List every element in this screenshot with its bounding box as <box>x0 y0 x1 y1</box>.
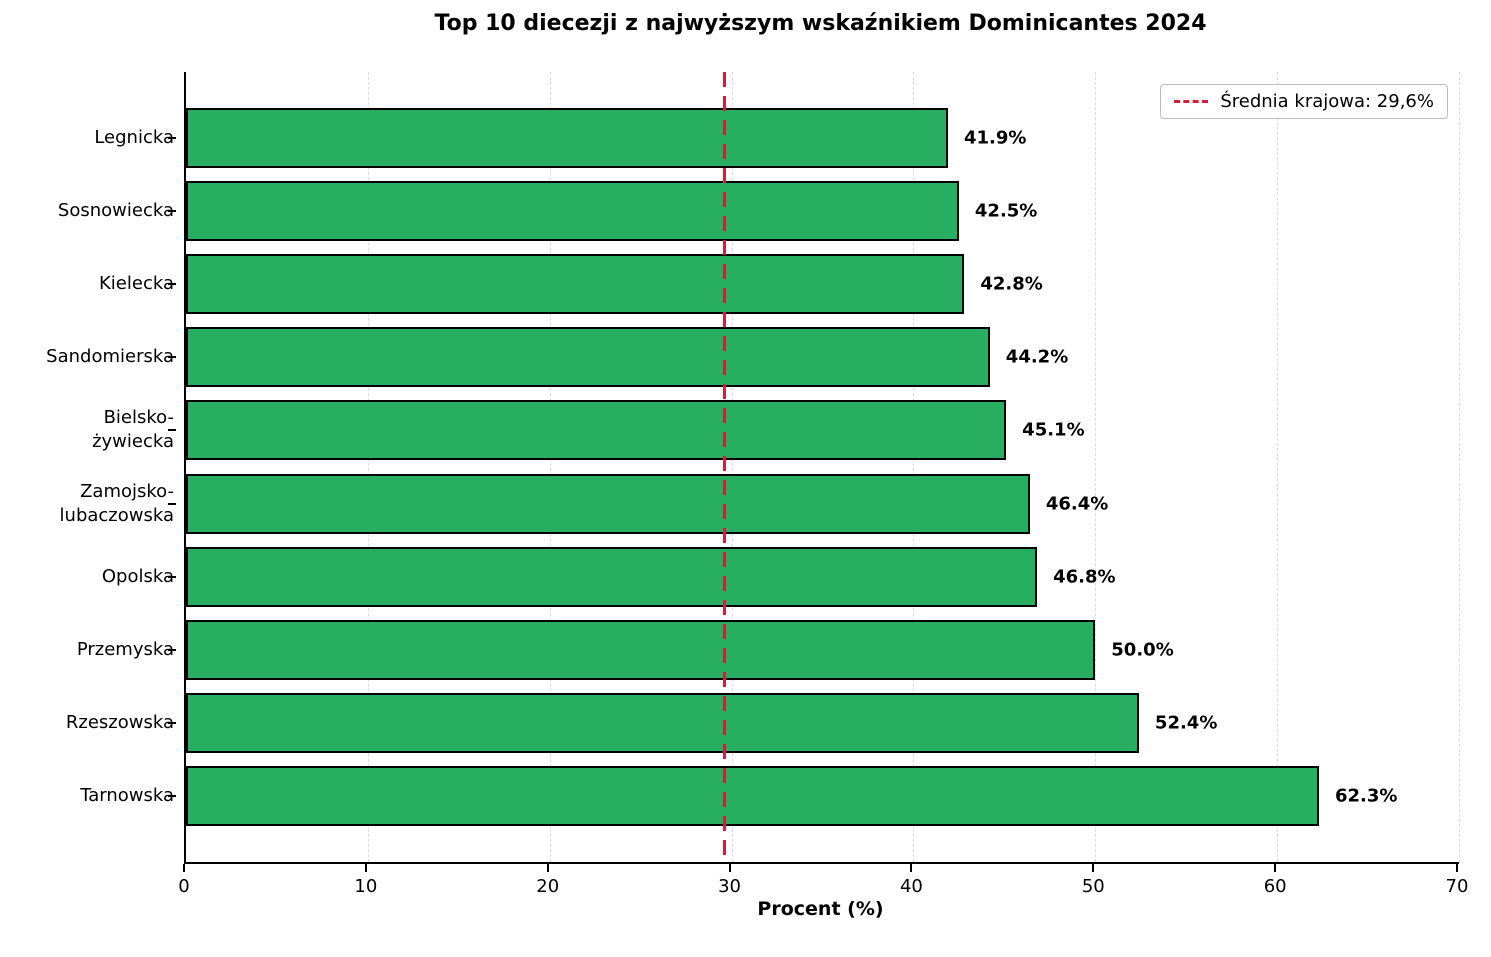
x-axis-ticks: 0 10 20 30 40 50 60 70 <box>178 864 1468 904</box>
x-tick-label-40: 40 <box>899 876 923 897</box>
x-tick-30 <box>728 864 731 872</box>
x-tick-70 <box>1456 864 1458 872</box>
bar-Przemyska <box>186 619 1096 680</box>
bar-Kielecka <box>186 254 965 315</box>
plot-area: 41.9% 42.5% 42.8% 44.2% 45.1% 46.4% 46.8% 50.0%… <box>184 72 1460 864</box>
gridline-x-20 <box>549 72 551 862</box>
value-label-Rzeszowska: 52.4% <box>1154 712 1218 734</box>
category-label-Przemyska: Przemyska <box>76 638 174 660</box>
x-tick-label-20: 20 <box>536 876 560 897</box>
value-label-Przemyska: 50.0% <box>1111 639 1174 661</box>
y-tick-Przemyska <box>168 648 176 651</box>
category-label-Kielecka: Kielecka <box>99 273 174 295</box>
y-tick-Rzeszowska <box>168 722 176 725</box>
x-tick-label-60: 60 <box>1263 876 1287 897</box>
category-label-Sandomierska: Sandomierska <box>46 346 174 368</box>
x-tick-label-0: 0 <box>178 876 190 897</box>
y-tick-Sandomierska <box>168 356 176 359</box>
y-tick-Legnicka <box>168 136 176 139</box>
y-tick-Opolska <box>168 575 176 578</box>
category-label-Tarnowska: Tarnowska <box>80 785 174 807</box>
gridline-x-30 <box>731 72 733 862</box>
legend: Średnia krajowa: 29,6% <box>1160 84 1448 119</box>
value-label-Zamojsko-lubaczowska: 46.4% <box>1045 493 1109 515</box>
gridline-x-70 <box>1459 72 1460 862</box>
value-label-Tarnowska: 62.3% <box>1334 785 1398 807</box>
category-label-Opolska: Opolska <box>101 565 174 587</box>
y-tick-Zamojsko-lubaczowska <box>168 502 176 505</box>
gridline-x-60 <box>1277 72 1279 862</box>
y-tick-Tarnowska <box>168 795 176 798</box>
bar-Sosnowiecka <box>186 180 959 241</box>
y-axis-category-labels: Legnicka Sosnowiecka Kielecka Sandomierska B… <box>0 72 176 862</box>
value-label-Sosnowiecka: 42.5% <box>974 200 1038 222</box>
value-label-Kielecka: 42.8% <box>980 273 1043 295</box>
x-tick-label-50: 50 <box>1081 876 1105 897</box>
x-tick-50 <box>1092 864 1095 872</box>
x-tick-label-10: 10 <box>354 876 378 897</box>
category-label-Rzeszowska: Rzeszowska <box>65 712 174 734</box>
bar-Zamojsko-lubaczowska <box>186 473 1030 534</box>
gridline-x-50 <box>1095 72 1097 862</box>
x-axis-title: Procent (%) <box>757 898 884 920</box>
y-tick-Kielecka <box>168 283 176 286</box>
category-label-Bielsko-żywiecka: Bielsko-żywiecka <box>92 407 174 453</box>
dashed-line-icon <box>1174 100 1209 103</box>
gridline-x-10 <box>367 72 369 862</box>
legend-label: Średnia krajowa: 29,6% <box>1220 91 1434 112</box>
x-tick-0 <box>183 864 185 872</box>
value-label-Opolska: 46.8% <box>1053 566 1116 588</box>
category-label-Sosnowiecka: Sosnowiecka <box>57 199 174 221</box>
x-tick-label-70: 70 <box>1445 876 1469 897</box>
x-tick-60 <box>1274 864 1277 872</box>
bar-Rzeszowska <box>186 693 1139 754</box>
value-label-Bielsko-żywiecka: 45.1% <box>1022 419 1085 441</box>
value-label-Legnicka: 41.9% <box>963 127 1027 149</box>
x-tick-20 <box>546 864 549 872</box>
x-tick-10 <box>364 864 367 872</box>
bar-Opolska <box>186 546 1038 607</box>
chart-title: Top 10 diecezji z najwyższym wskaźnikiem… <box>434 11 1207 36</box>
category-label-Legnicka: Legnicka <box>94 126 174 148</box>
x-tick-40 <box>910 864 913 872</box>
reference-line-national-average <box>722 72 726 862</box>
bar-Sandomierska <box>186 327 990 388</box>
x-tick-label-30: 30 <box>718 876 742 897</box>
value-label-Sandomierska: 44.2% <box>1005 346 1069 368</box>
bar-Legnicka <box>186 107 948 168</box>
y-tick-Sosnowiecka <box>168 209 176 212</box>
bar-Tarnowska <box>186 766 1319 827</box>
bar-Bielsko-żywiecka <box>186 400 1007 461</box>
category-label-Zamojsko-lubaczowska: Zamojsko-lubaczowska <box>59 480 174 526</box>
gridline-x-40 <box>913 72 915 862</box>
y-tick-Bielsko-żywiecka <box>168 429 176 432</box>
